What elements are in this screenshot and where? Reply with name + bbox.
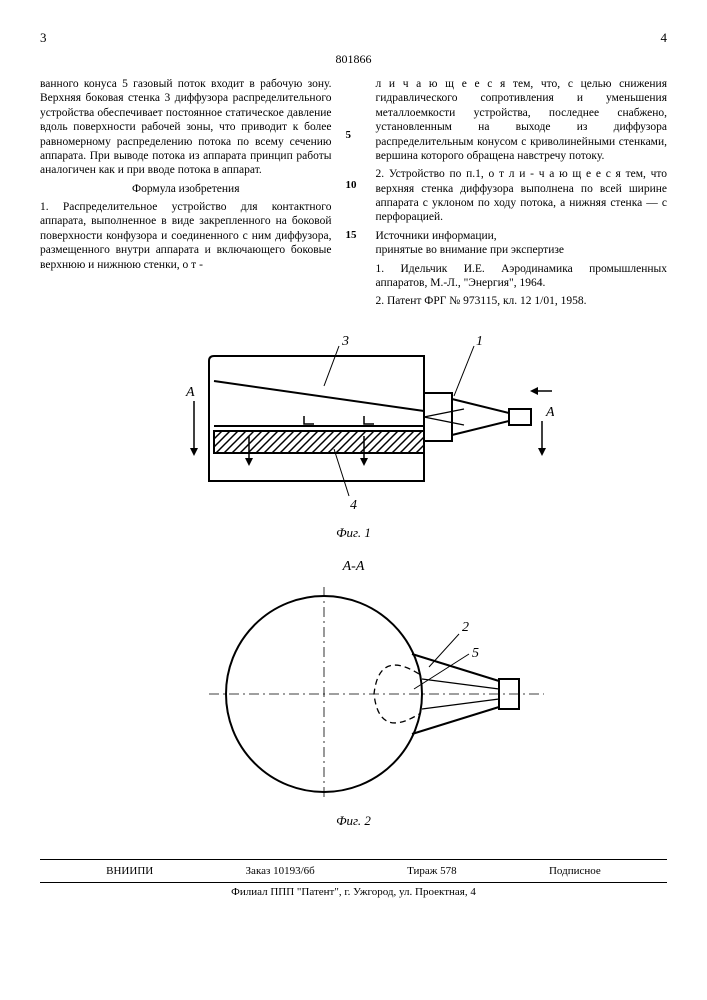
- fig2-caption: Фиг. 2: [40, 813, 667, 829]
- fig2-svg: 2 5: [154, 579, 554, 809]
- callout-3: 3: [341, 334, 349, 349]
- left-column: ванного конуса 5 газовый поток входит в …: [40, 77, 332, 313]
- patent-number: 801866: [40, 52, 667, 67]
- page: 3 4 801866 ванного конуса 5 газовый пото…: [0, 0, 707, 918]
- footer-signed: Подписное: [549, 865, 601, 877]
- right-column: л и ч а ю щ е е с я тем, что, с целью сн…: [376, 77, 668, 313]
- callout-1: 1: [476, 334, 483, 349]
- footer: ВНИИПИ Заказ 10193/6б Тираж 578 Подписно…: [40, 859, 667, 898]
- footer-circulation: Тираж 578: [407, 865, 457, 877]
- footer-order: Заказ 10193/6б: [246, 865, 315, 877]
- sources-title: Источники информации,: [376, 229, 668, 243]
- fig1-svg: 3 1 4 А А: [154, 331, 554, 521]
- ref-1: 1. Идельчик И.Е. Аэродинамика промышленн…: [376, 262, 668, 291]
- line-num: 10: [346, 179, 362, 193]
- footer-org: ВНИИПИ: [106, 865, 153, 877]
- text-columns: ванного конуса 5 газовый поток входит в …: [40, 77, 667, 313]
- claim-2: 2. Устройство по п.1, о т л и - ч а ю щ …: [376, 167, 668, 225]
- section-A-right: А: [545, 405, 554, 420]
- section-label: А-А: [40, 559, 667, 575]
- line-num: 15: [346, 229, 362, 243]
- footer-line-1: ВНИИПИ Заказ 10193/6б Тираж 578 Подписно…: [40, 863, 667, 879]
- callout-4: 4: [350, 498, 357, 513]
- para: ванного конуса 5 газовый поток входит в …: [40, 77, 332, 178]
- fig1-caption: Фиг. 1: [40, 525, 667, 541]
- formula-title: Формула изобретения: [40, 182, 332, 196]
- para: л и ч а ю щ е е с я тем, что, с целью сн…: [376, 77, 668, 163]
- callout-2: 2: [462, 620, 469, 635]
- line-num: 5: [346, 129, 362, 143]
- line-numbers: 5 10 15: [346, 77, 362, 313]
- callout-5: 5: [472, 646, 479, 661]
- ref-2: 2. Патент ФРГ № 973115, кл. 12 1/01, 195…: [376, 294, 668, 308]
- section-A-left: А: [185, 385, 195, 400]
- footer-address: Филиал ППП "Патент", г. Ужгород, ул. Про…: [40, 886, 667, 898]
- claim-1: 1. Распределительное устройство для конт…: [40, 200, 332, 272]
- sources-sub: принятые во внимание при экспертизе: [376, 243, 668, 257]
- page-left: 3: [40, 30, 47, 46]
- page-right: 4: [661, 30, 668, 46]
- figure-2: А-А 2 5 Фиг. 2: [40, 559, 667, 829]
- header-row: 3 4: [40, 30, 667, 46]
- figure-1: 3 1 4 А А Фиг. 1: [40, 331, 667, 541]
